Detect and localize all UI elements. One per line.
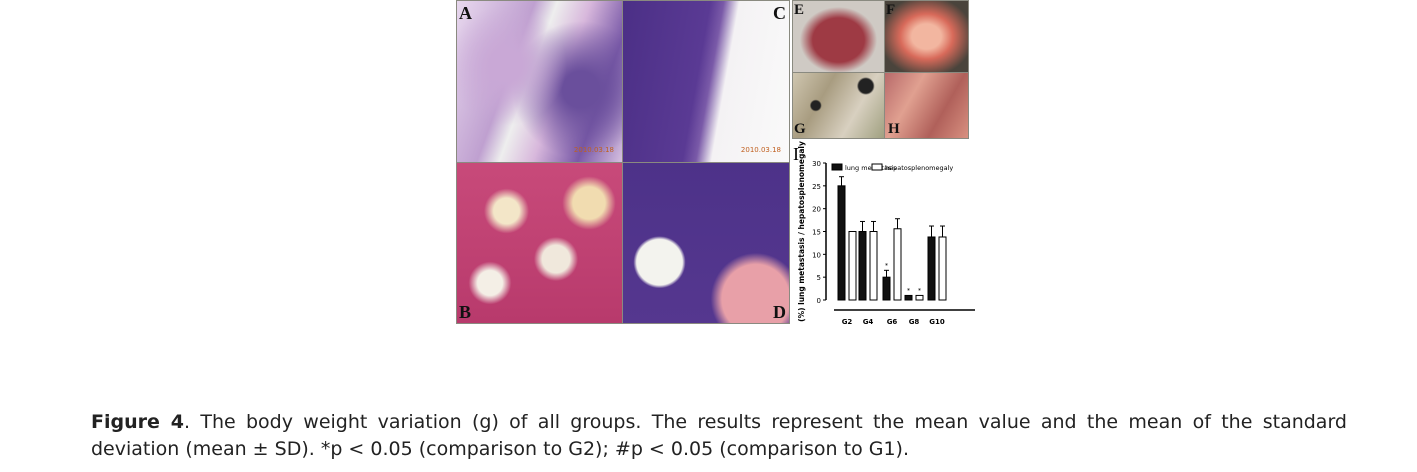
significance-marker: * xyxy=(885,262,888,269)
panel-label: H xyxy=(888,121,900,137)
y-axis-label: (%) lung metastasis / hepatosplenomegaly xyxy=(797,141,806,322)
timestamp: 2010.03.18 xyxy=(573,146,614,154)
photo-panel-g: G xyxy=(792,72,885,139)
legend-swatch xyxy=(871,163,883,171)
bar-hepatosplenomegaly-G4 xyxy=(869,231,878,301)
y-tick-label: 15 xyxy=(812,229,821,237)
y-tick-label: 5 xyxy=(817,274,821,282)
timestamp: 2010.03.18 xyxy=(740,146,781,154)
y-tick-label: 30 xyxy=(812,160,821,168)
panel-label: A xyxy=(459,3,472,23)
photo-panel-h: H xyxy=(884,72,969,139)
bar-chart-i: I 0 5 10 15 20 25 30 (%) lung metastasis / hepat… xyxy=(793,141,975,326)
panel-label: F xyxy=(886,2,896,18)
photo-panel-e: E xyxy=(792,0,885,73)
caption-label: Figure 4 xyxy=(91,411,184,433)
bar-hepatosplenomegaly-G6 xyxy=(893,228,902,301)
caption-text: . The body weight variation (g) of all g… xyxy=(91,411,1347,460)
panel-label: I xyxy=(793,144,799,164)
micrograph-panel-a: A 2010.03.18 xyxy=(456,0,623,163)
legend-label: hepatosplenomegaly xyxy=(885,164,953,172)
micrograph-panel-d: D xyxy=(622,162,790,324)
panel-label: C xyxy=(773,3,786,23)
bar-lung-metastasis-G8 xyxy=(904,294,913,301)
y-tick-label: 10 xyxy=(812,251,821,259)
bar-hepatosplenomegaly-G2 xyxy=(848,231,857,301)
panel-label: D xyxy=(773,302,786,322)
y-tick-label: 25 xyxy=(812,183,821,191)
photo-panel-f: F xyxy=(884,0,969,73)
bar-lung-metastasis-G6 xyxy=(882,276,891,301)
legend-swatch xyxy=(831,163,843,171)
y-tick-label: 20 xyxy=(812,206,821,214)
panel-label: G xyxy=(794,121,806,137)
panel-label: E xyxy=(794,2,805,18)
micrograph-panel-b: B xyxy=(456,162,623,324)
x-tick-label: G10 xyxy=(929,318,945,326)
bar-lung-metastasis-G2 xyxy=(837,185,846,301)
significance-marker: * xyxy=(907,287,910,294)
significance-marker: * xyxy=(918,287,921,294)
x-tick-label: G8 xyxy=(909,318,920,326)
bar-lung-metastasis-G10 xyxy=(927,236,936,301)
figure-caption: Figure 4. The body weight variation (g) … xyxy=(91,409,1347,463)
y-tick-label: 0 xyxy=(817,297,821,305)
x-tick-label: G4 xyxy=(863,318,874,326)
x-tick-label: G2 xyxy=(842,318,853,326)
x-tick-label: G6 xyxy=(887,318,898,326)
panel-label: B xyxy=(459,302,472,322)
micrograph-panel-c: C 2010.03.18 xyxy=(622,0,790,163)
legend-label: lung metastasis xyxy=(845,164,897,172)
bar-lung-metastasis-G4 xyxy=(858,231,867,301)
bar-hepatosplenomegaly-G8 xyxy=(915,294,924,301)
bar-hepatosplenomegaly-G10 xyxy=(938,236,947,301)
